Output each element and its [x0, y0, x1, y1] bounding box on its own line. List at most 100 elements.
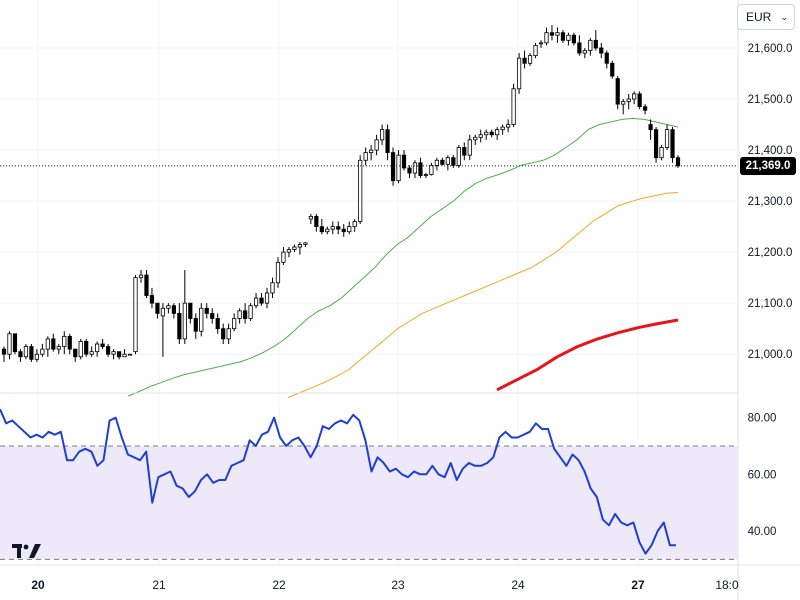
candle-body-down — [593, 39, 598, 49]
candle-body-down — [440, 159, 445, 165]
candle — [418, 157, 423, 179]
candle — [670, 127, 675, 163]
candle-body-down — [522, 57, 527, 64]
rsi-tick-label: 40.00 — [748, 526, 777, 538]
candle — [106, 344, 111, 357]
candle-body-up — [626, 98, 631, 102]
candle — [259, 292, 264, 306]
candle — [73, 348, 78, 362]
last-price-label: 21,369.0 — [740, 156, 796, 175]
candle-body-up — [275, 261, 281, 284]
candle-body-down — [643, 106, 648, 111]
candle-body-up — [23, 346, 29, 358]
candle-body-up — [396, 154, 401, 182]
candle-body-up — [7, 333, 12, 355]
candle-body-down — [462, 147, 467, 156]
candle-body-down — [549, 32, 555, 36]
rsi-line — [0, 408, 676, 555]
candle — [643, 104, 648, 115]
candle-body-up — [308, 216, 313, 220]
price-tick-label: 21,100.0 — [748, 298, 793, 310]
candle — [500, 124, 505, 135]
time-tick-label: 18:0 — [715, 578, 739, 592]
candle — [544, 27, 549, 46]
candle — [226, 323, 231, 345]
candle-body-up — [352, 221, 357, 228]
candle — [549, 25, 555, 41]
candle-body-down — [560, 32, 566, 41]
candle — [204, 303, 209, 319]
candle-body-up — [133, 277, 138, 353]
candle — [593, 30, 598, 51]
candle — [582, 47, 587, 59]
candle-body-down — [12, 333, 18, 353]
candlesticks — [1, 25, 681, 362]
candle — [89, 346, 94, 357]
candle-body-up — [95, 343, 100, 353]
candle — [111, 349, 116, 360]
candle — [407, 165, 412, 179]
candle — [133, 275, 138, 355]
candle — [369, 144, 374, 161]
candle — [511, 83, 516, 128]
candle — [347, 221, 352, 235]
candle-body-up — [506, 124, 511, 128]
candle — [275, 257, 281, 288]
candle-body-down — [18, 351, 23, 358]
candle-body-up — [89, 351, 94, 355]
price-axis: 21,000.0 21,100.0 21,200.0 21,300.0 21,400.0… — [748, 43, 793, 361]
candle-body-up — [412, 162, 418, 174]
rsi-band-fill — [0, 446, 738, 560]
time-axis: 20 21 22 23 24 27 18:0 — [31, 578, 739, 592]
candle-body-up — [199, 307, 204, 332]
candle — [621, 99, 626, 115]
candle — [232, 313, 237, 332]
time-tick-label: 27 — [631, 578, 645, 592]
candle-body-down — [341, 228, 346, 233]
candle — [144, 269, 149, 299]
candle-body-up — [297, 244, 303, 248]
candle-body-up — [379, 129, 385, 141]
price-tick-label: 21,500.0 — [748, 94, 793, 106]
candle — [270, 277, 275, 299]
candle — [51, 333, 56, 352]
rsi-band — [0, 445, 738, 560]
candle — [467, 134, 472, 161]
candle — [182, 269, 187, 345]
candle-body-up — [286, 249, 292, 253]
candle-body-down — [144, 274, 149, 296]
candle — [571, 32, 576, 46]
candle-body-down — [73, 348, 78, 358]
candle — [352, 218, 357, 232]
candle — [610, 60, 615, 79]
candle — [171, 303, 176, 319]
candle-body-up — [533, 45, 538, 57]
candle — [516, 53, 522, 94]
candle-body-up — [434, 159, 439, 166]
candle-body-down — [193, 318, 198, 332]
candle — [160, 303, 166, 357]
candle-body-up — [330, 226, 335, 230]
candle-body-up — [303, 242, 308, 245]
candle — [319, 218, 324, 235]
candle — [423, 173, 429, 179]
candle-body-up — [34, 353, 39, 360]
candle — [445, 155, 450, 171]
candle — [659, 144, 664, 161]
candle-body-down — [653, 129, 659, 159]
candle-body-up — [347, 226, 352, 233]
candle-body-up — [122, 353, 127, 358]
candle-body-down — [577, 42, 582, 54]
candle — [473, 134, 478, 145]
candle — [336, 221, 341, 235]
candle-body-down — [314, 216, 319, 228]
time-tick-label: 23 — [391, 578, 405, 592]
candle-body-down — [171, 305, 176, 314]
candle-body-down — [390, 152, 396, 182]
currency-selector[interactable]: EUR ⌄ — [737, 4, 795, 30]
candle — [637, 91, 642, 110]
candle-body-up — [78, 341, 83, 358]
candle-body-down — [210, 312, 215, 319]
candle — [478, 129, 483, 143]
